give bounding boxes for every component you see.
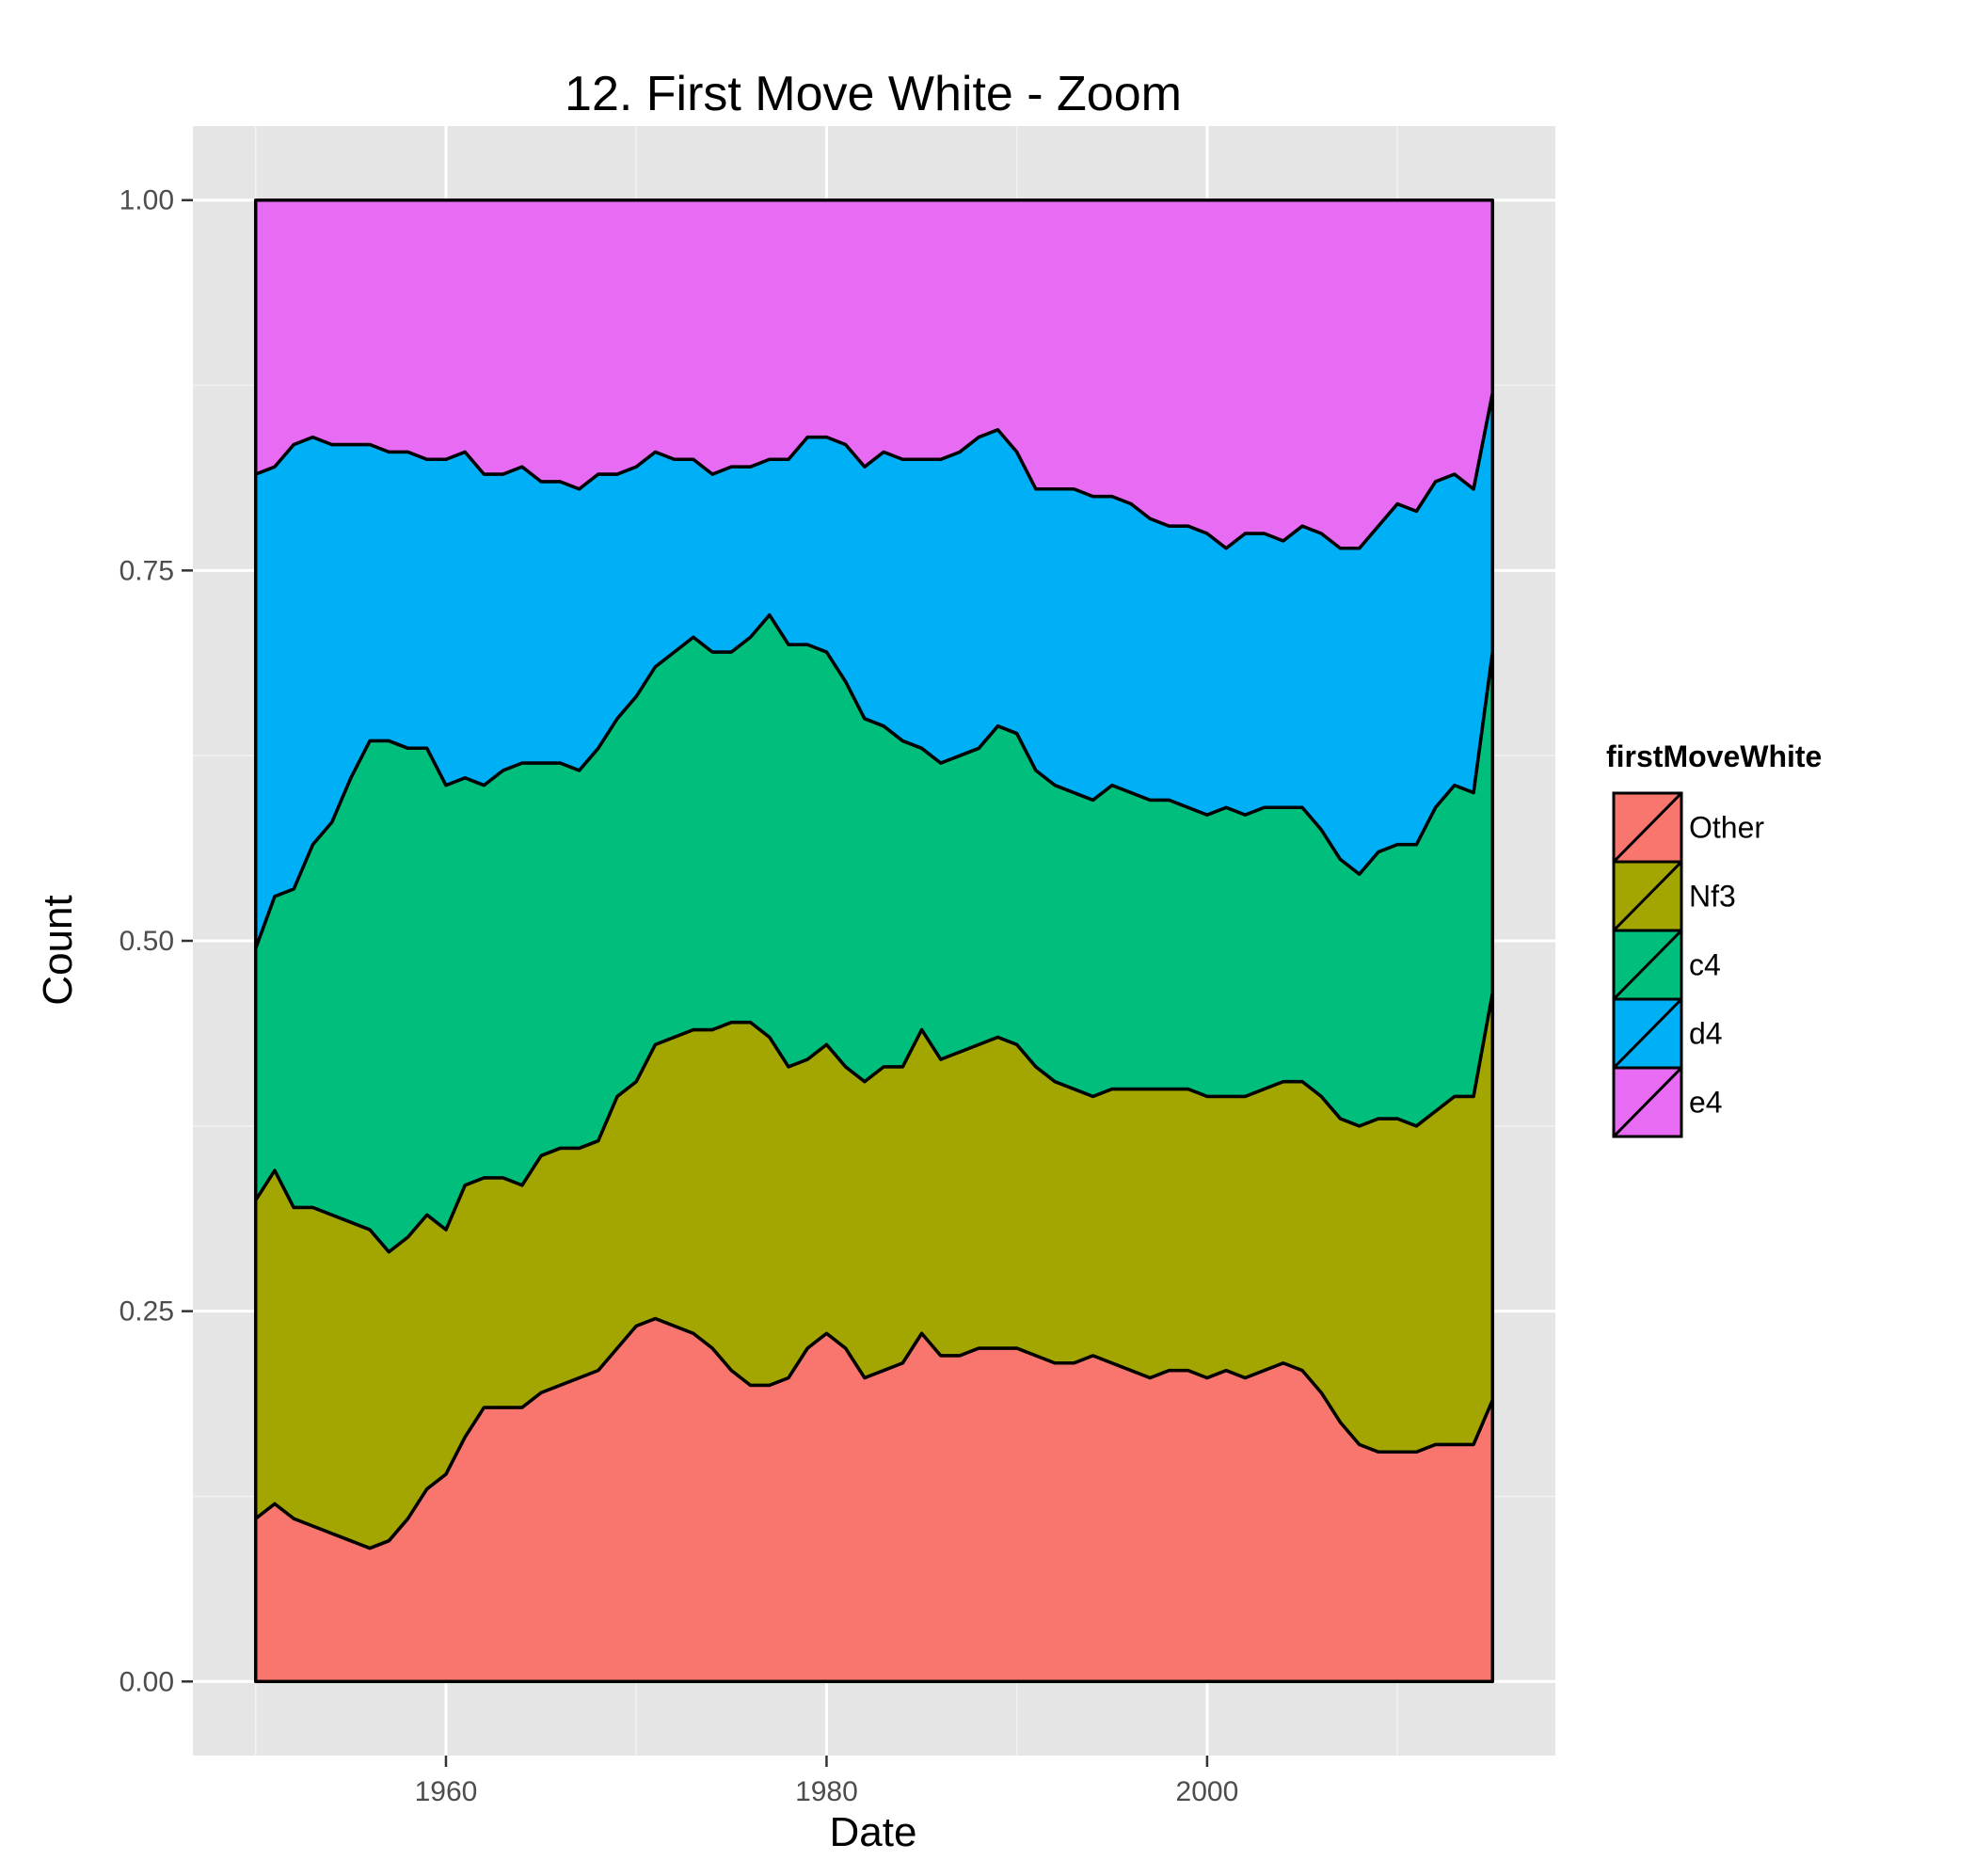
y-tick-label: 1.00 (119, 185, 174, 216)
x-axis-title: Date (830, 1809, 917, 1855)
legend-label: c4 (1689, 948, 1721, 982)
y-tick-label: 0.25 (119, 1296, 174, 1328)
legend-label: e4 (1689, 1086, 1723, 1120)
legend-label: Nf3 (1689, 880, 1736, 914)
legend-key-slash (1612, 791, 1683, 864)
area-e4 (253, 198, 1495, 550)
area-layers (253, 198, 1495, 1684)
legend-title: firstMoveWhite (1606, 739, 1822, 773)
legend-key-slash (1612, 929, 1683, 1001)
legend-key-slash (1612, 1066, 1683, 1138)
x-tick-label: 2000 (1176, 1776, 1239, 1807)
y-axis-title: Count (35, 895, 81, 1005)
legend: firstMoveWhite Other Nf3 c4 d4 e4 (1606, 739, 1822, 1138)
y-tick-label: 0.00 (119, 1666, 174, 1697)
x-axis: 1960 1980 2000 (415, 1756, 1239, 1807)
x-tick-label: 1960 (415, 1776, 478, 1807)
y-axis: 0.00 0.25 0.50 0.75 1.00 (119, 185, 193, 1697)
x-tick-label: 1980 (795, 1776, 858, 1807)
y-tick-label: 0.75 (119, 555, 174, 586)
legend-key-slash (1612, 997, 1683, 1070)
legend-label: d4 (1689, 1017, 1723, 1051)
y-tick-label: 0.50 (119, 926, 174, 957)
chart-title: 12. First Move White - Zoom (565, 67, 1182, 121)
legend-key-slash (1612, 860, 1683, 932)
legend-label: Other (1689, 811, 1764, 845)
